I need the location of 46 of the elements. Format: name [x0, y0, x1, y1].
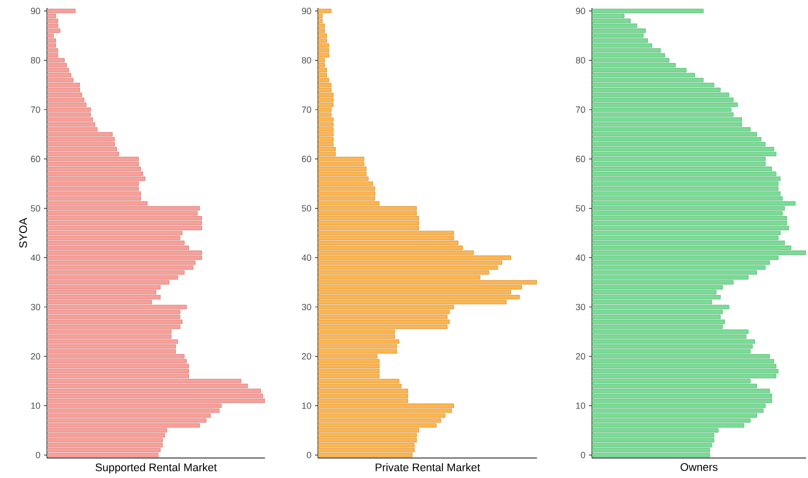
y-tick-label: 50	[576, 205, 586, 212]
bar	[318, 166, 366, 172]
x-axis-title: Owners	[680, 463, 718, 471]
y-axis-title: SYOA	[19, 218, 28, 248]
bar	[592, 442, 712, 448]
bar	[592, 92, 730, 98]
bar	[318, 255, 511, 260]
y-tick-label: 70	[30, 106, 40, 113]
y-tick-label: 90	[30, 8, 40, 14]
y-tick-label: 10	[302, 402, 312, 409]
y-tick-label: 60	[302, 156, 312, 162]
bar	[318, 442, 415, 448]
bar	[47, 166, 141, 172]
y-tick-label: 40	[576, 254, 586, 261]
y-tick-label: 80	[30, 57, 40, 64]
bar	[47, 255, 202, 260]
bar	[47, 354, 185, 359]
y-tick-label: 0	[306, 452, 312, 458]
y-tick-label: 10	[31, 402, 40, 409]
y-tick-label: 70	[302, 106, 312, 113]
y-tick-label: 20	[302, 353, 312, 360]
y-tick-label: 30	[302, 304, 312, 310]
y-tick-label: 20	[576, 353, 586, 360]
y-tick-label: 60	[576, 156, 586, 162]
y-tick-label: 80	[576, 57, 586, 64]
y-tick-label: 90	[302, 8, 312, 14]
y-tick-label: 10	[576, 402, 586, 409]
y-tick-label: 90	[576, 8, 586, 14]
y-tick-label: 50	[30, 205, 40, 212]
bar	[47, 442, 163, 448]
y-tick-label: 50	[302, 205, 312, 212]
x-axis-title: Supported Rental Market	[96, 463, 217, 474]
x-axis-title: Private Rental Market	[376, 463, 480, 472]
y-tick-label: 30	[30, 304, 40, 310]
bar	[318, 280, 538, 285]
y-tick-label: 80	[302, 57, 312, 64]
y-tick-label: 40	[30, 254, 40, 261]
y-tick-label: 20	[30, 353, 40, 360]
y-tick-label: 30	[576, 304, 586, 310]
y-tick-label: 0	[580, 452, 586, 458]
y-tick-label: 0	[36, 452, 40, 458]
bar	[592, 166, 772, 172]
y-tick-label: 60	[30, 156, 40, 162]
y-tick-label: 70	[576, 106, 586, 113]
bar	[592, 354, 770, 359]
y-tick-label: 40	[302, 254, 312, 261]
